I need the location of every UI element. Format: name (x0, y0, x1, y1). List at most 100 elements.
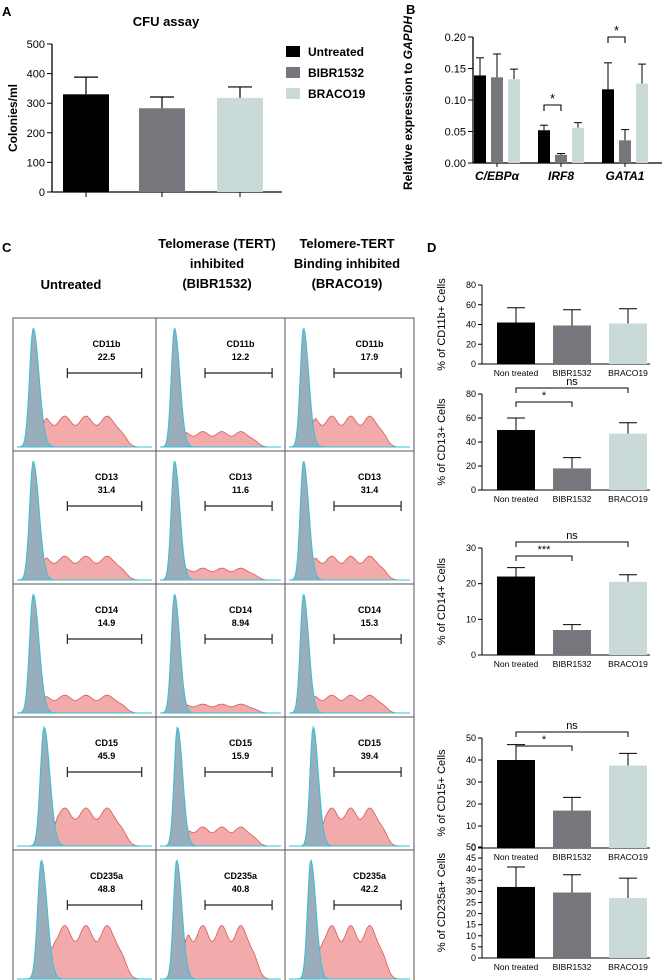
significance-label: ns (566, 530, 578, 542)
panel-a-label: A (2, 4, 12, 19)
bar-2 (609, 898, 647, 958)
significance-label: * (614, 23, 619, 38)
gate-percent: 14.9 (98, 618, 116, 628)
y-tick-label: 20 (466, 461, 476, 471)
marker-label: CD13 (229, 472, 252, 482)
significance-label: * (542, 390, 547, 402)
y-tick-label: 60 (466, 300, 476, 310)
y-tick-label: 30 (466, 886, 476, 896)
marker-label: CD11b (227, 339, 256, 349)
legend-swatch (286, 67, 300, 78)
marker-label: CD11b (93, 339, 122, 349)
marker-label: CD235a (224, 871, 258, 881)
legend-swatch (286, 46, 300, 57)
gate-bar (204, 501, 273, 511)
marker-label: CD235a (353, 871, 387, 881)
bar-2 (609, 765, 647, 848)
marker-label: CD235a (90, 871, 124, 881)
histogram-isotype-CD15 (160, 726, 281, 847)
column-header: Telomerase (TERT) (158, 236, 276, 251)
gate-bar (333, 900, 402, 910)
y-axis-label-text: Relative expression to (401, 59, 415, 190)
y-tick-label: 40 (466, 437, 476, 447)
category-label: BRACO19 (608, 962, 648, 972)
significance-bracket (515, 555, 573, 561)
category-label: IRF8 (548, 169, 574, 183)
category-label: BIBR1532 (553, 494, 592, 504)
gate-percent: 22.5 (98, 352, 116, 362)
y-tick-label: 15 (466, 920, 476, 930)
gate-bar (66, 368, 143, 378)
marker-label: CD14 (229, 605, 252, 615)
y-tick-label: 10 (466, 821, 476, 831)
column-header: (BRACO19) (312, 276, 383, 291)
gate-bar (66, 634, 143, 644)
category-label: GATA1 (606, 169, 645, 183)
category-label: C/EBPα (475, 169, 520, 183)
histogram-isotype-CD14 (289, 594, 410, 714)
category-label: BIBR1532 (553, 962, 592, 972)
histogram-isotype-CD235a (17, 859, 152, 980)
bar-BRACO19-1 (572, 127, 584, 163)
histogram-isotype-CD14 (17, 594, 152, 714)
y-tick-label: 40 (466, 864, 476, 874)
panel-c-label: C (2, 240, 12, 255)
bar-2 (609, 323, 647, 364)
y-tick-label: 5 (471, 942, 476, 952)
category-label: Non treated (494, 494, 539, 504)
gate-percent: 40.8 (232, 884, 250, 894)
marker-label: CD15 (95, 738, 118, 748)
y-axis-label: % of CD235a+ Cells (436, 852, 448, 952)
bar-BIBR1532-0 (491, 77, 503, 163)
gate-bar (66, 767, 143, 777)
chart-D4: 0 10 20 30 40 50 % of CD15+ Cells Non treated BI… (436, 720, 650, 862)
category-label: BIBR1532 (553, 368, 592, 378)
chart-title: CFU assay (133, 14, 200, 29)
y-tick-label: 30 (466, 543, 476, 553)
bar-BRACO19-0 (508, 79, 520, 163)
gate-percent: 15.9 (232, 751, 250, 761)
gate-percent: 45.9 (98, 751, 116, 761)
histogram-isotype-CD13 (160, 461, 281, 581)
y-tick-label: 50 (466, 842, 476, 852)
y-tick-label: 0 (471, 650, 476, 660)
category-label: BRACO19 (608, 494, 648, 504)
y-tick-label: 20 (466, 909, 476, 919)
bar-0 (497, 576, 535, 655)
bar-0 (497, 760, 535, 848)
gate-percent: 8.94 (232, 618, 250, 628)
significance-bracket (607, 36, 626, 43)
column-header: Untreated (41, 277, 102, 292)
category-label: BRACO19 (608, 659, 648, 669)
y-tick-label: 500 (27, 39, 45, 51)
chart-D3: 0 10 20 30 % of CD14+ Cells Non treated BIBR15… (436, 530, 650, 669)
gate-bar (333, 634, 402, 644)
bar-0 (497, 430, 535, 490)
gate-percent: 15.3 (361, 618, 379, 628)
gate-percent: 42.2 (361, 884, 379, 894)
y-tick-label: 300 (27, 98, 45, 110)
gate-bar (66, 900, 143, 910)
bar-BIBR1532-1 (555, 154, 567, 163)
y-tick-label: 20 (466, 579, 476, 589)
gate-percent: 48.8 (98, 884, 116, 894)
significance-bracket (515, 401, 573, 407)
gate-bar (204, 368, 273, 378)
y-tick-label: 20 (466, 799, 476, 809)
legend-swatch (286, 88, 300, 99)
category-label: BRACO19 (608, 368, 648, 378)
marker-label: CD15 (229, 738, 252, 748)
marker-label: CD11b (356, 339, 385, 349)
y-tick-label: 200 (27, 128, 45, 140)
significance-bracket (515, 745, 573, 751)
y-tick-label: 20 (466, 339, 476, 349)
y-tick-label: 0.00 (445, 158, 466, 170)
histogram-isotype-CD235a (160, 859, 281, 980)
category-label: BIBR1532 (553, 852, 592, 862)
category-label: Non treated (494, 659, 539, 669)
bar-1 (553, 468, 591, 490)
bar-1 (139, 108, 185, 192)
bar-0 (497, 322, 535, 364)
bar-2 (609, 433, 647, 490)
